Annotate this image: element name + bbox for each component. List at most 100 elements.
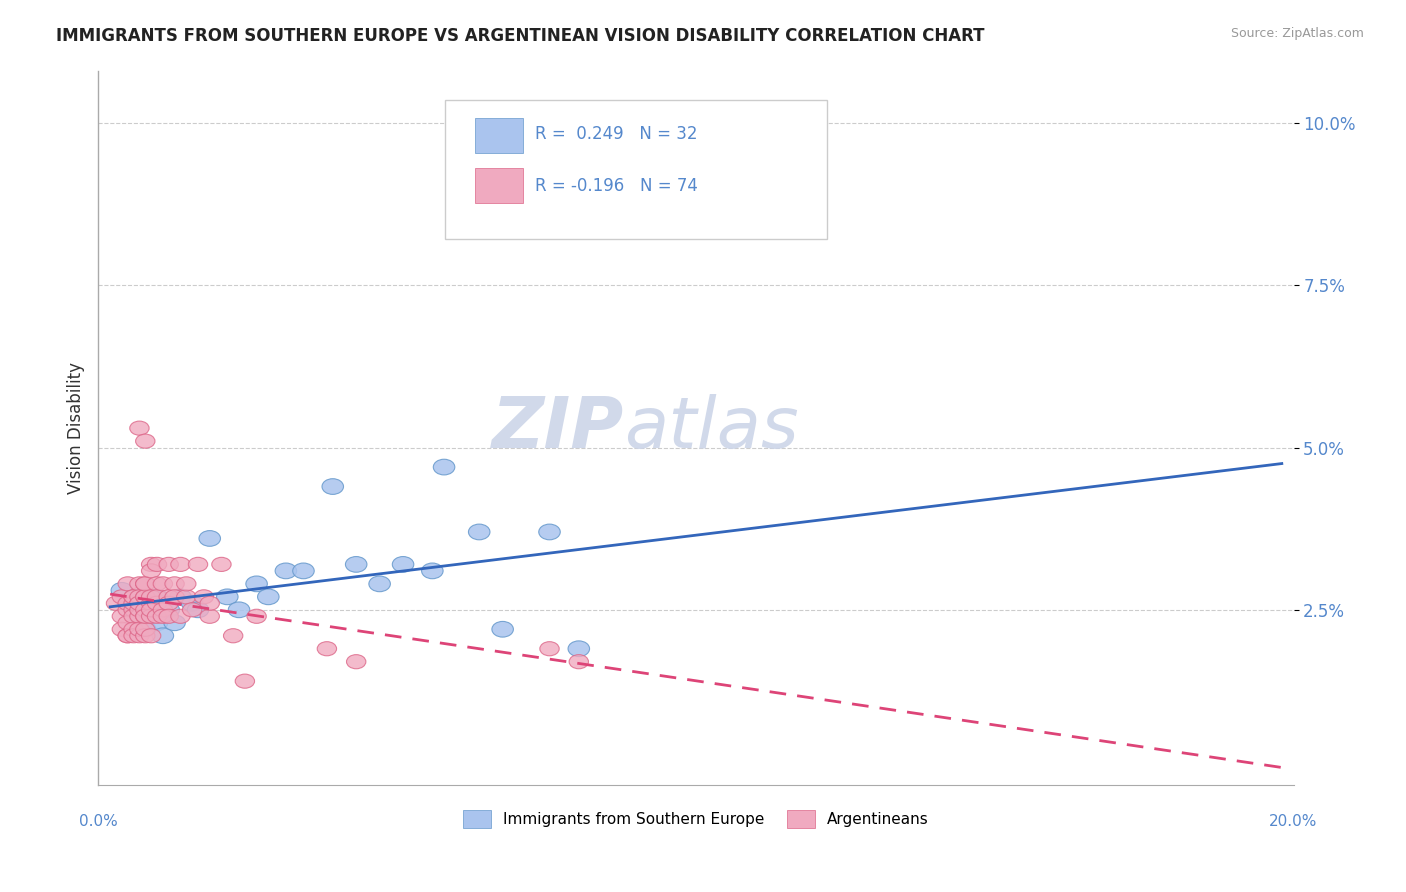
Ellipse shape: [118, 615, 138, 630]
Ellipse shape: [124, 629, 143, 643]
Ellipse shape: [118, 596, 138, 610]
Ellipse shape: [124, 590, 143, 604]
FancyBboxPatch shape: [446, 100, 827, 239]
Ellipse shape: [368, 576, 391, 591]
Ellipse shape: [217, 589, 238, 605]
Ellipse shape: [111, 582, 132, 599]
Ellipse shape: [257, 589, 278, 605]
Ellipse shape: [142, 609, 160, 624]
Ellipse shape: [177, 590, 195, 604]
Ellipse shape: [146, 589, 167, 605]
Ellipse shape: [122, 596, 145, 611]
Ellipse shape: [142, 596, 160, 610]
Ellipse shape: [247, 609, 266, 624]
Ellipse shape: [292, 563, 314, 579]
Ellipse shape: [129, 421, 149, 435]
Ellipse shape: [433, 459, 454, 475]
Y-axis label: Vision Disability: Vision Disability: [66, 362, 84, 494]
Text: ZIP: ZIP: [492, 393, 624, 463]
Ellipse shape: [170, 558, 190, 572]
Ellipse shape: [124, 603, 143, 617]
Ellipse shape: [346, 557, 367, 573]
Ellipse shape: [187, 602, 208, 617]
Ellipse shape: [148, 609, 167, 624]
Ellipse shape: [146, 615, 167, 631]
Text: Source: ZipAtlas.com: Source: ZipAtlas.com: [1230, 27, 1364, 40]
Ellipse shape: [129, 629, 149, 643]
Ellipse shape: [188, 558, 208, 572]
Ellipse shape: [165, 577, 184, 591]
Ellipse shape: [153, 577, 173, 591]
Ellipse shape: [124, 609, 143, 624]
Ellipse shape: [468, 524, 489, 540]
Ellipse shape: [392, 557, 413, 573]
Ellipse shape: [135, 590, 155, 604]
Ellipse shape: [569, 655, 589, 669]
Legend: Immigrants from Southern Europe, Argentineans: Immigrants from Southern Europe, Argenti…: [457, 804, 935, 834]
FancyBboxPatch shape: [475, 168, 523, 203]
Ellipse shape: [200, 609, 219, 624]
Ellipse shape: [135, 577, 155, 591]
Text: IMMIGRANTS FROM SOUTHERN EUROPE VS ARGENTINEAN VISION DISABILITY CORRELATION CHA: IMMIGRANTS FROM SOUTHERN EUROPE VS ARGEN…: [56, 27, 984, 45]
Text: 0.0%: 0.0%: [79, 814, 118, 829]
Ellipse shape: [228, 602, 250, 617]
Ellipse shape: [135, 609, 155, 624]
Ellipse shape: [124, 590, 143, 604]
Text: R = -0.196   N = 74: R = -0.196 N = 74: [534, 177, 697, 194]
Ellipse shape: [148, 558, 167, 572]
Ellipse shape: [177, 577, 195, 591]
Ellipse shape: [170, 589, 191, 605]
Ellipse shape: [540, 641, 560, 656]
Ellipse shape: [118, 603, 138, 617]
Ellipse shape: [142, 603, 160, 617]
Ellipse shape: [118, 629, 138, 643]
Ellipse shape: [159, 558, 179, 572]
Ellipse shape: [135, 590, 155, 604]
Text: atlas: atlas: [624, 393, 799, 463]
Ellipse shape: [112, 609, 132, 624]
Ellipse shape: [142, 558, 160, 572]
Ellipse shape: [346, 655, 366, 669]
Ellipse shape: [118, 577, 138, 591]
Ellipse shape: [157, 602, 180, 617]
Ellipse shape: [212, 558, 231, 572]
Ellipse shape: [129, 577, 149, 591]
Ellipse shape: [135, 622, 156, 637]
Ellipse shape: [224, 629, 243, 643]
Ellipse shape: [152, 628, 173, 644]
Text: R =  0.249   N = 32: R = 0.249 N = 32: [534, 125, 697, 143]
Ellipse shape: [153, 603, 173, 617]
Ellipse shape: [129, 603, 149, 617]
Ellipse shape: [141, 602, 162, 617]
Ellipse shape: [129, 609, 149, 624]
Ellipse shape: [492, 622, 513, 637]
FancyBboxPatch shape: [475, 118, 523, 153]
Ellipse shape: [148, 577, 167, 591]
Ellipse shape: [200, 531, 221, 546]
Ellipse shape: [124, 623, 143, 636]
Ellipse shape: [135, 603, 155, 617]
Ellipse shape: [153, 609, 173, 624]
Ellipse shape: [118, 629, 138, 643]
Ellipse shape: [129, 589, 150, 605]
Ellipse shape: [183, 603, 202, 617]
Ellipse shape: [159, 590, 179, 604]
Ellipse shape: [318, 641, 336, 656]
Ellipse shape: [129, 596, 149, 610]
Ellipse shape: [194, 590, 214, 604]
Ellipse shape: [142, 590, 160, 604]
Ellipse shape: [142, 564, 160, 578]
Ellipse shape: [112, 623, 132, 636]
Ellipse shape: [152, 596, 173, 611]
Ellipse shape: [129, 623, 149, 636]
Ellipse shape: [422, 563, 443, 579]
Ellipse shape: [129, 596, 149, 610]
Ellipse shape: [148, 596, 167, 610]
Ellipse shape: [181, 596, 202, 611]
Text: 20.0%: 20.0%: [1270, 814, 1317, 829]
Ellipse shape: [276, 563, 297, 579]
Ellipse shape: [538, 524, 560, 540]
Ellipse shape: [135, 629, 155, 643]
Ellipse shape: [135, 577, 155, 591]
Ellipse shape: [142, 629, 160, 643]
